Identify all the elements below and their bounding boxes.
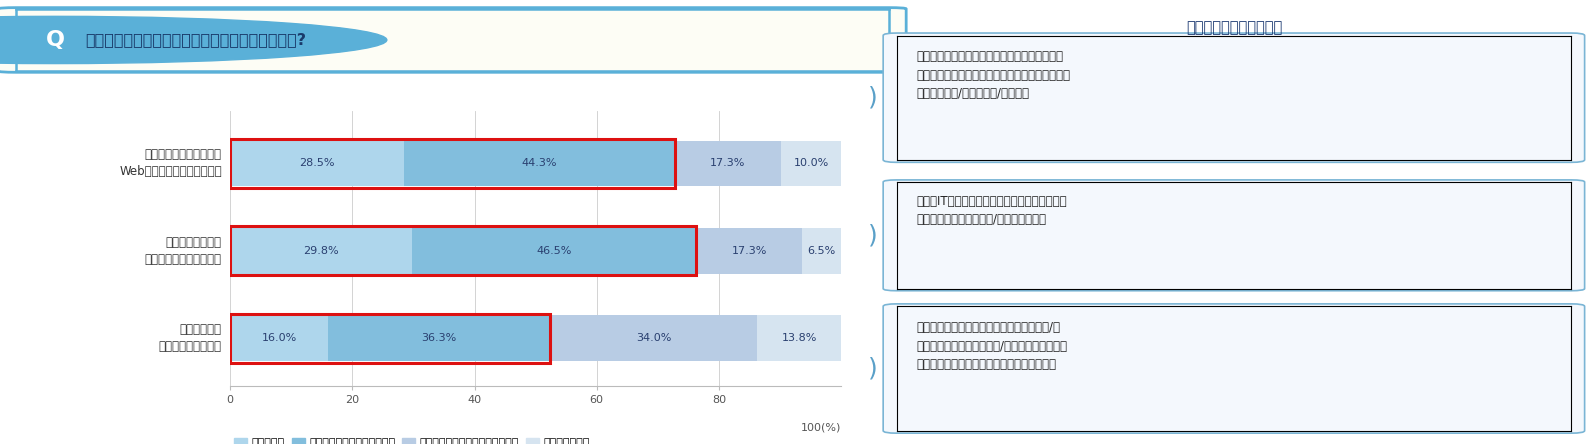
Bar — [697, 228, 801, 274]
Legend: 利用したい, どちらかというと利用したい, どちらかというと利用したくない, 利用したくない: 利用したい, どちらかというと利用したい, どちらかというと利用したくない, 利… — [230, 433, 595, 444]
Bar — [405, 141, 674, 186]
Text: 100(%): 100(%) — [801, 422, 841, 432]
FancyBboxPatch shape — [882, 33, 1584, 163]
Text: 手書きにすると、読めない字を書かないように
気をつけないといけないと思って、時間がかかっ
てしまうから/エコだから/楽だから: 手書きにすると、読めない字を書かないように 気をつけないといけないと思って、時間… — [917, 51, 1071, 100]
Text: 16.0%: 16.0% — [262, 333, 297, 343]
Text: 以下のそれぞれについて利用したいと思いますか?: 以下のそれぞれについて利用したいと思いますか? — [86, 32, 306, 48]
Bar — [230, 316, 329, 361]
Circle shape — [0, 16, 387, 63]
Bar — [549, 316, 757, 361]
Text: 44.3%: 44.3% — [522, 159, 557, 168]
Bar — [230, 228, 413, 274]
Text: 17.3%: 17.3% — [732, 246, 767, 256]
Bar — [413, 228, 697, 274]
Bar — [329, 316, 549, 361]
Bar — [674, 141, 781, 186]
FancyBboxPatch shape — [882, 180, 1584, 291]
Bar — [781, 141, 841, 186]
Text: ): ) — [868, 357, 878, 381]
Text: 46.5%: 46.5% — [536, 246, 571, 256]
Text: 《利用したい人の理由》: 《利用したい人の理由》 — [1185, 20, 1282, 35]
Bar — [230, 141, 405, 186]
Bar — [801, 228, 841, 274]
Bar — [757, 316, 841, 361]
Text: 29.8%: 29.8% — [303, 246, 340, 256]
FancyBboxPatch shape — [0, 8, 906, 72]
Text: 最新のITツールを取り入れているところこそ信
頼性がある気がするから/簡単そうだから: 最新のITツールを取り入れているところこそ信 頼性がある気がするから/簡単そうだ… — [917, 195, 1068, 226]
Text: 13.8%: 13.8% — [782, 333, 817, 343]
Text: ): ) — [868, 223, 878, 247]
Text: 36.3%: 36.3% — [421, 333, 457, 343]
Text: 34.0%: 34.0% — [636, 333, 671, 343]
Text: 17.3%: 17.3% — [709, 159, 746, 168]
Text: Q: Q — [46, 30, 65, 50]
Text: 6.5%: 6.5% — [808, 246, 836, 256]
Text: 10.0%: 10.0% — [794, 159, 828, 168]
Text: ): ) — [868, 86, 878, 110]
Text: 店舗に行くまでの交通費がかからないから/時
間の都合がつきやすいから/対面でなくてもオン
ラインで同じ話が聞けるのなら便利だと思う: 店舗に行くまでの交通費がかからないから/時 間の都合がつきやすいから/対面でなく… — [917, 321, 1068, 371]
Text: 28.5%: 28.5% — [300, 159, 335, 168]
FancyBboxPatch shape — [882, 304, 1584, 433]
